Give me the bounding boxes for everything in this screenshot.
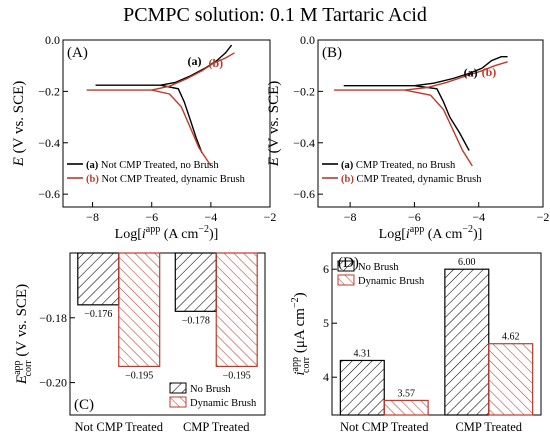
panel-c-label: (C) — [74, 397, 94, 413]
panel-a-y-tick-label: −0.4 — [38, 136, 60, 150]
panel-b-label: (B) — [322, 45, 342, 61]
panel-c-y-tick-label: −0.20 — [39, 376, 67, 390]
panel-d-legend-swatch — [337, 260, 355, 272]
panel-a-x-tick-label: −2 — [264, 210, 277, 224]
panel-d-bar-no-brush — [444, 268, 490, 416]
panel-d-bar-no-brush — [339, 359, 385, 416]
panel-b-x-axis-label: Log[iapp (A cm−2)] — [379, 224, 483, 242]
panel-c-bar-no-brush — [174, 252, 217, 312]
panel-c-legend-swatch — [169, 396, 187, 408]
panel-b-y-tick-label: 0.0 — [300, 33, 315, 47]
panel-a-y-axis-label: E (V vs. SCE) — [11, 81, 27, 168]
panel-a-legend-entry: (b) Not CMP Treated, dynamic Brush — [86, 174, 246, 185]
panel-c-y-axis-label: Eappcorr (V vs. SCE) — [12, 284, 34, 385]
panel-a-x-tick-label: −6 — [145, 210, 158, 224]
panel-b-frame — [317, 39, 544, 208]
panel-d-frame — [331, 252, 542, 416]
panel-b-curve-a-cathodic — [414, 85, 470, 151]
panel-b-curve-a-anodic — [414, 56, 508, 87]
panel-c-legend-entry: No Brush — [190, 384, 231, 395]
panel-d-bar-dynamic-brush — [488, 343, 534, 416]
panel-b-x-tick-label: −2 — [537, 210, 550, 224]
panel-c-data-label: −0.176 — [84, 309, 112, 320]
panel-c-legend-entry: Dynamic Brush — [190, 398, 257, 409]
panel-d-legend-entry: Dynamic Brush — [358, 276, 425, 287]
panel-c-bar-dynamic-brush — [215, 252, 258, 368]
panel-b-curve-b-anodic — [404, 61, 508, 91]
panel-d-data-label: 4.62 — [502, 332, 520, 343]
panel-a-curve-a-cathodic — [160, 84, 203, 154]
panel-d-label: (D) — [338, 255, 359, 271]
panel-a-frame — [62, 39, 271, 208]
panel-c-data-label: −0.195 — [223, 370, 251, 381]
panel-c-y-tick-label: −0.18 — [39, 311, 67, 325]
panel-b-x-tick-label: −4 — [472, 210, 485, 224]
panel-a-legend-entry: (a) Not CMP Treated, no Brush — [86, 160, 219, 171]
panel-c-bar-no-brush — [77, 252, 120, 306]
panel-d-category-label: CMP Treated — [455, 420, 522, 434]
panel-c-legend-swatch — [169, 382, 187, 394]
panel-d-data-label: 6.00 — [458, 257, 476, 268]
panel-b-y-axis-label: E (V vs. SCE) — [266, 81, 282, 168]
panel-a-y-tick-label: 0.0 — [45, 33, 60, 47]
panel-a-y-tick-label: −0.2 — [38, 84, 60, 98]
panel-a-curve-b-cathodic — [151, 89, 212, 167]
panel-c-data-label: −0.195 — [125, 370, 153, 381]
panel-b-y-tick-label: −0.4 — [293, 136, 315, 150]
panel-a-x-tick-label: −8 — [86, 210, 99, 224]
panel-a-curve-b-anodic — [151, 52, 235, 91]
panel-d-data-label: 3.57 — [397, 388, 415, 399]
figure-title: PCMPC solution: 0.1 M Tartaric Acid — [123, 4, 427, 26]
panel-a-curve-label-b: (b) — [209, 56, 224, 70]
panel-a-label: (A) — [67, 45, 88, 61]
panel-b-y-tick-label: −0.6 — [293, 187, 315, 201]
panel-a-x-tick-label: −4 — [204, 210, 217, 224]
panel-c-data-label: −0.178 — [182, 315, 210, 326]
panel-b-legend-entry: (a) CMP Treated, no Brush — [341, 160, 456, 171]
panel-d-category-label: Not CMP Treated — [340, 420, 429, 434]
panel-b-curve-label-b: (b) — [482, 65, 497, 79]
panel-b-x-tick-label: −6 — [408, 210, 421, 224]
panel-a-curve-label-a: (a) — [188, 54, 202, 68]
panel-c-bar-dynamic-brush — [118, 252, 161, 368]
panel-b-y-tick-label: −0.2 — [293, 84, 315, 98]
panel-d-y-tick-label: 5 — [323, 316, 329, 330]
panel-b-x-tick-label: −8 — [344, 210, 357, 224]
panel-b-curve-b-cathodic — [404, 89, 473, 167]
panel-a-y-tick-label: −0.6 — [38, 187, 60, 201]
panel-a-x-axis-label: Log[iapp (A cm−2)] — [115, 224, 219, 242]
panel-d-bar-dynamic-brush — [383, 399, 429, 416]
panel-d-legend-entry: No Brush — [358, 262, 399, 273]
panel-d-y-axis-label: iappcorr (μA cm−2) — [290, 292, 312, 375]
panel-d-y-tick-label: 4 — [323, 370, 329, 384]
panel-b-legend-entry: (b) CMP Treated, dynamic Brush — [341, 174, 482, 185]
panel-c-frame — [69, 252, 266, 416]
panel-d-y-tick-label: 6 — [323, 262, 329, 276]
panel-b-curve-label-a: (a) — [464, 66, 478, 80]
panel-d-data-label: 4.31 — [354, 348, 372, 359]
panel-c-category-label: Not CMP Treated — [75, 420, 164, 434]
panel-c-category-label: CMP Treated — [183, 420, 250, 434]
chart-layer: (A) −8 −6 −4 −2 0.0 −0.2 −0.4 −0.6 Log[iapp (A cm… — [11, 33, 549, 434]
panel-d-legend-swatch — [337, 274, 355, 286]
